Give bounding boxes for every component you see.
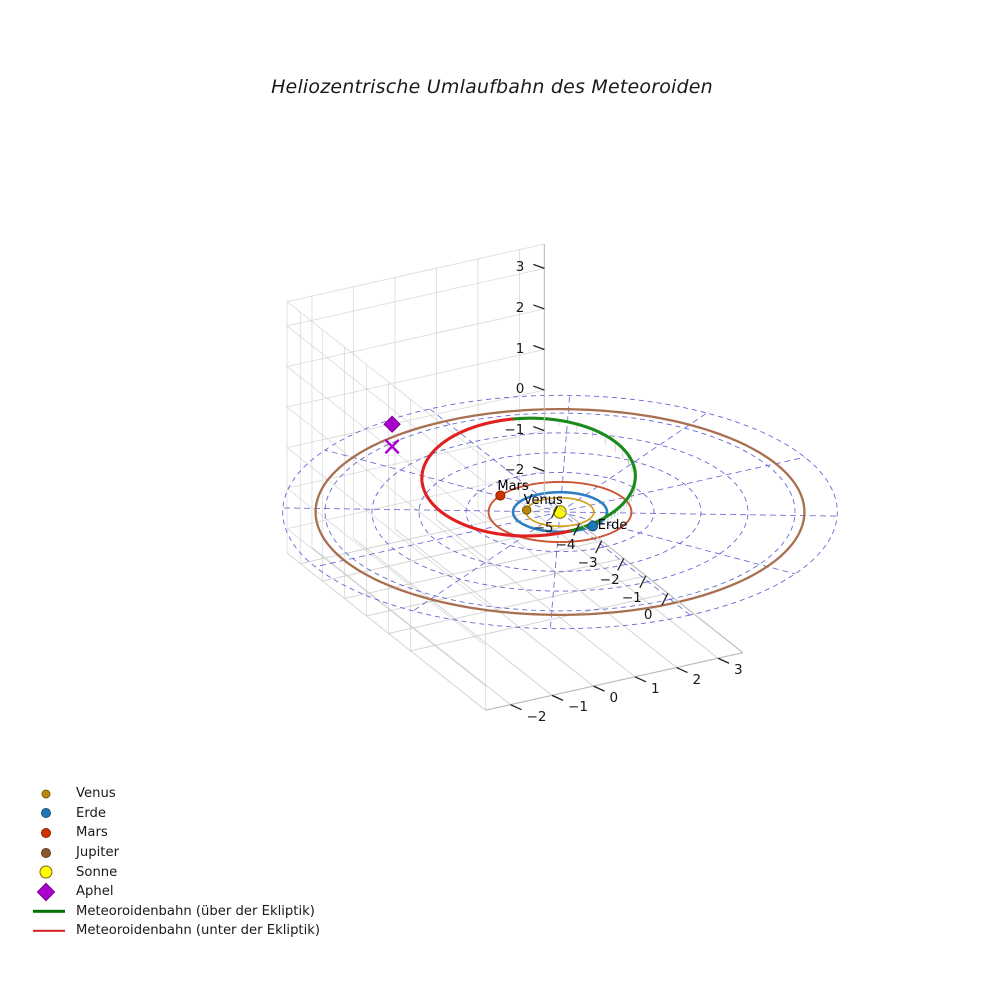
legend-label: Erde xyxy=(76,805,107,821)
legend-label: Jupiter xyxy=(76,845,119,861)
legend-item-erde[interactable]: Erde xyxy=(30,804,320,824)
axes-panes xyxy=(286,243,744,711)
legend-item-aphel[interactable]: Aphel xyxy=(30,882,320,902)
page-title: Heliozentrische Umlaufbahn des Meteoroid… xyxy=(271,76,713,98)
right-axis-tick-2: −1 xyxy=(568,699,588,716)
legend-marker-circle-icon xyxy=(30,823,76,843)
planet-orbits xyxy=(314,407,806,616)
mars-label: Mars xyxy=(497,478,529,494)
legend-marker-diamond-icon xyxy=(30,882,76,902)
legend-label: Sonne xyxy=(76,864,118,880)
bottom-axis-tick--2: −2 xyxy=(599,572,620,589)
right-axis-tick-1: 0 xyxy=(609,690,619,707)
body-markers xyxy=(383,415,599,532)
right-axis-tick--2: 3 xyxy=(734,662,743,679)
legend-item-meteoroidenbahn-unter-der-ekliptik[interactable]: Meteoroidenbahn (unter der Ekliptik) xyxy=(30,921,320,941)
bottom-axis-tick-0: 0 xyxy=(643,607,653,624)
legend: Venus Erde Mars Jupiter Sonne Aphel Meteoroide… xyxy=(30,784,320,941)
bottom-axis-tick--5: −5 xyxy=(533,519,554,536)
legend-marker-circle-icon xyxy=(30,862,76,882)
legend-label: Aphel xyxy=(76,884,114,900)
erde-label: Erde xyxy=(597,518,628,534)
right-axis-tick--1: 2 xyxy=(692,671,702,688)
aphel-projection-cross-icon xyxy=(384,439,400,454)
sun-marker xyxy=(553,505,567,519)
bottom-axis-tick--1: −1 xyxy=(621,589,642,606)
aphel-marker xyxy=(383,415,401,433)
bottom-axis-tick--3: −3 xyxy=(577,554,598,571)
legend-label: Venus xyxy=(76,786,116,802)
legend-item-meteoroidenbahn-ber-der-ekliptik[interactable]: Meteoroidenbahn (über der Ekliptik) xyxy=(30,902,320,922)
right-axis-tick-0: 1 xyxy=(651,680,660,697)
legend-marker-line-icon xyxy=(30,921,76,941)
venus-label: Venus xyxy=(523,493,563,509)
legend-marker-circle-icon xyxy=(30,843,76,863)
legend-label: Mars xyxy=(76,825,108,841)
legend-item-jupiter[interactable]: Jupiter xyxy=(30,843,320,863)
right-axis-tick-3: −2 xyxy=(526,708,547,725)
erde-marker xyxy=(587,520,599,532)
legend-marker-circle-icon xyxy=(30,784,76,804)
left-axis-tick--2: −2 xyxy=(504,462,525,479)
legend-item-mars[interactable]: Mars xyxy=(30,823,320,843)
axis-spines-ticks xyxy=(485,244,744,711)
left-axis-tick-2: 2 xyxy=(515,299,525,316)
left-axis-tick-0: 0 xyxy=(515,381,525,398)
legend-marker-circle-icon xyxy=(30,804,76,824)
bottom-axis-tick--4: −4 xyxy=(555,537,576,554)
left-axis-tick-1: 1 xyxy=(515,340,525,357)
legend-item-sonne[interactable]: Sonne xyxy=(30,862,320,882)
venus-marker xyxy=(521,505,532,515)
left-axis-tick-3: 3 xyxy=(515,259,525,276)
mars-marker xyxy=(495,490,506,501)
legend-marker-line-icon xyxy=(30,902,76,922)
left-axis-tick--1: −1 xyxy=(504,421,525,438)
legend-label: Meteoroidenbahn (über der Ekliptik) xyxy=(76,903,315,919)
legend-label: Meteoroidenbahn (unter der Ekliptik) xyxy=(76,923,321,939)
legend-item-venus[interactable]: Venus xyxy=(30,784,320,804)
